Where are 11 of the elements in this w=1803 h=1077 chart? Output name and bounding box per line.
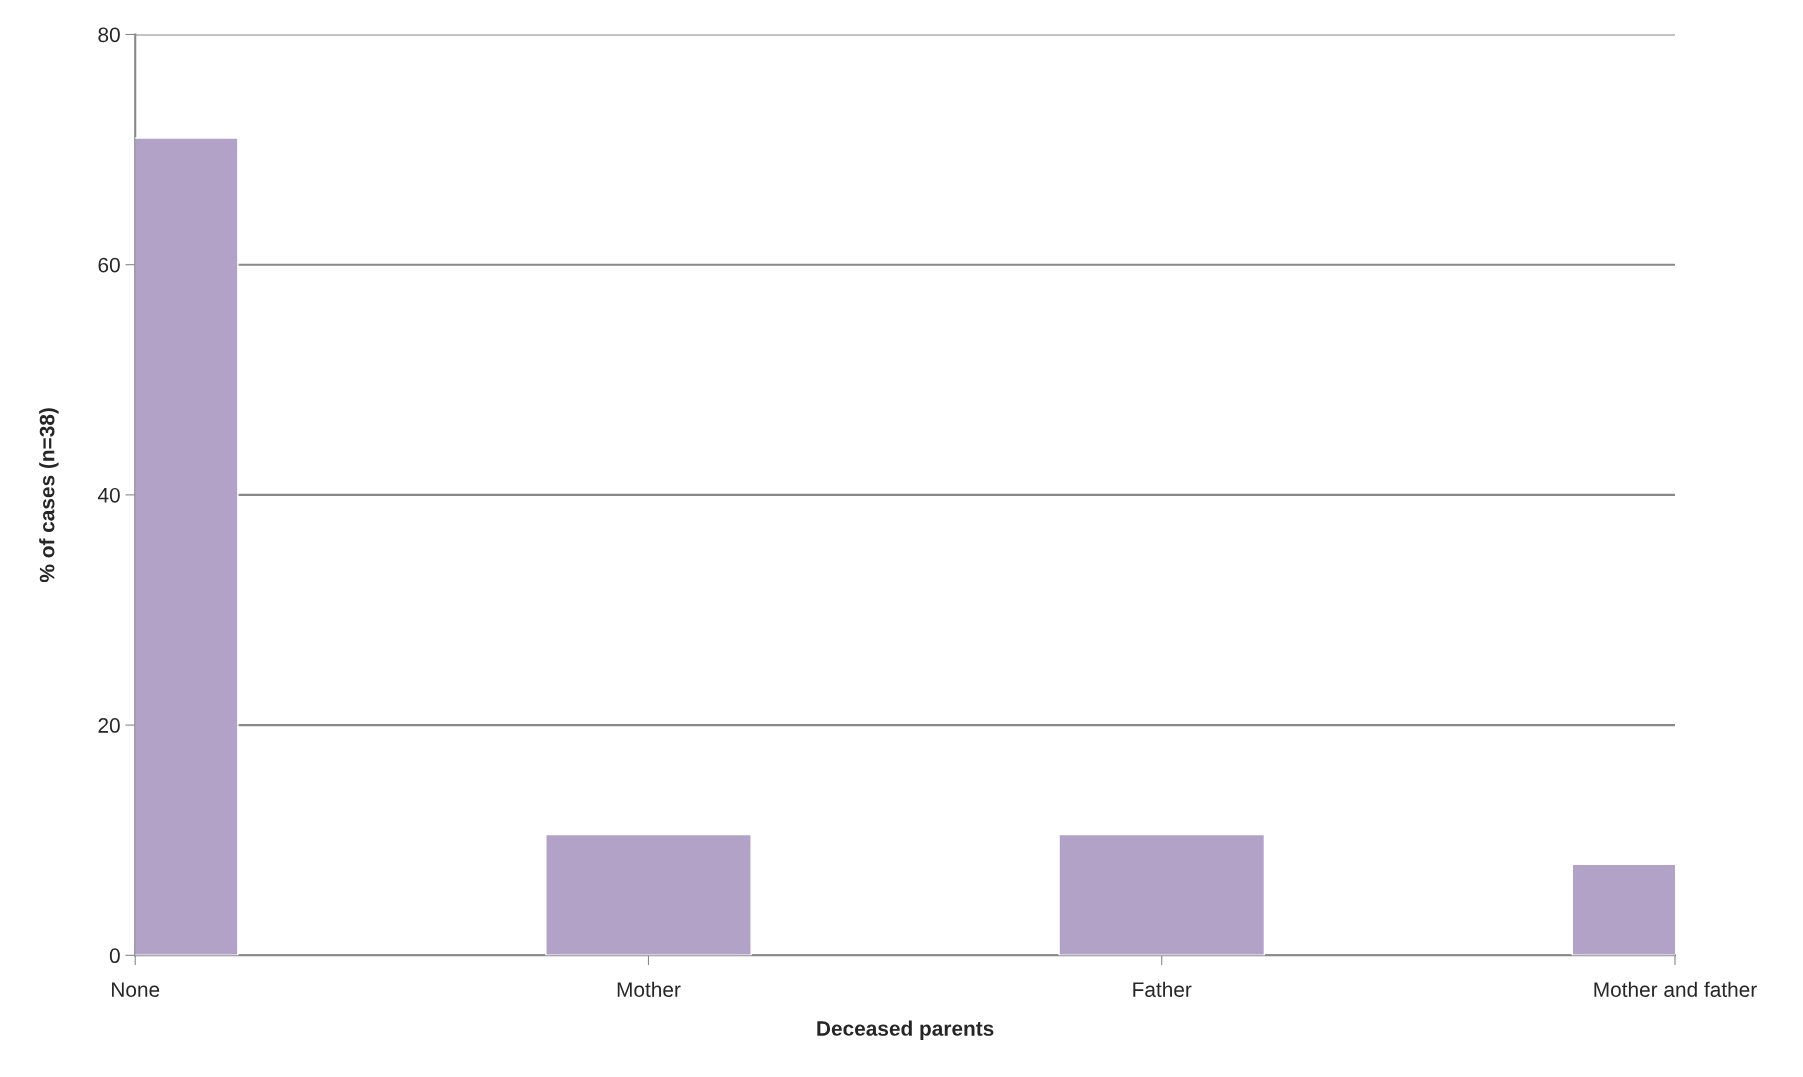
- x-tick-label: None: [112, 982, 160, 997]
- y-tick-label: 40: [97, 487, 120, 503]
- y-tick-label: 0: [109, 948, 120, 964]
- x-tick-label: Mother: [617, 981, 681, 997]
- x-tick-label: Mother and father: [1594, 981, 1757, 997]
- y-tick-label: 80: [98, 27, 120, 43]
- y-axis-title: % of cases (n=38): [39, 408, 59, 583]
- x-tick-label: Father: [1133, 981, 1192, 997]
- y-tick-label: 60: [98, 257, 120, 273]
- y-tick-label: 20: [98, 718, 120, 733]
- x-axis-title: Deceased parents: [817, 1020, 994, 1040]
